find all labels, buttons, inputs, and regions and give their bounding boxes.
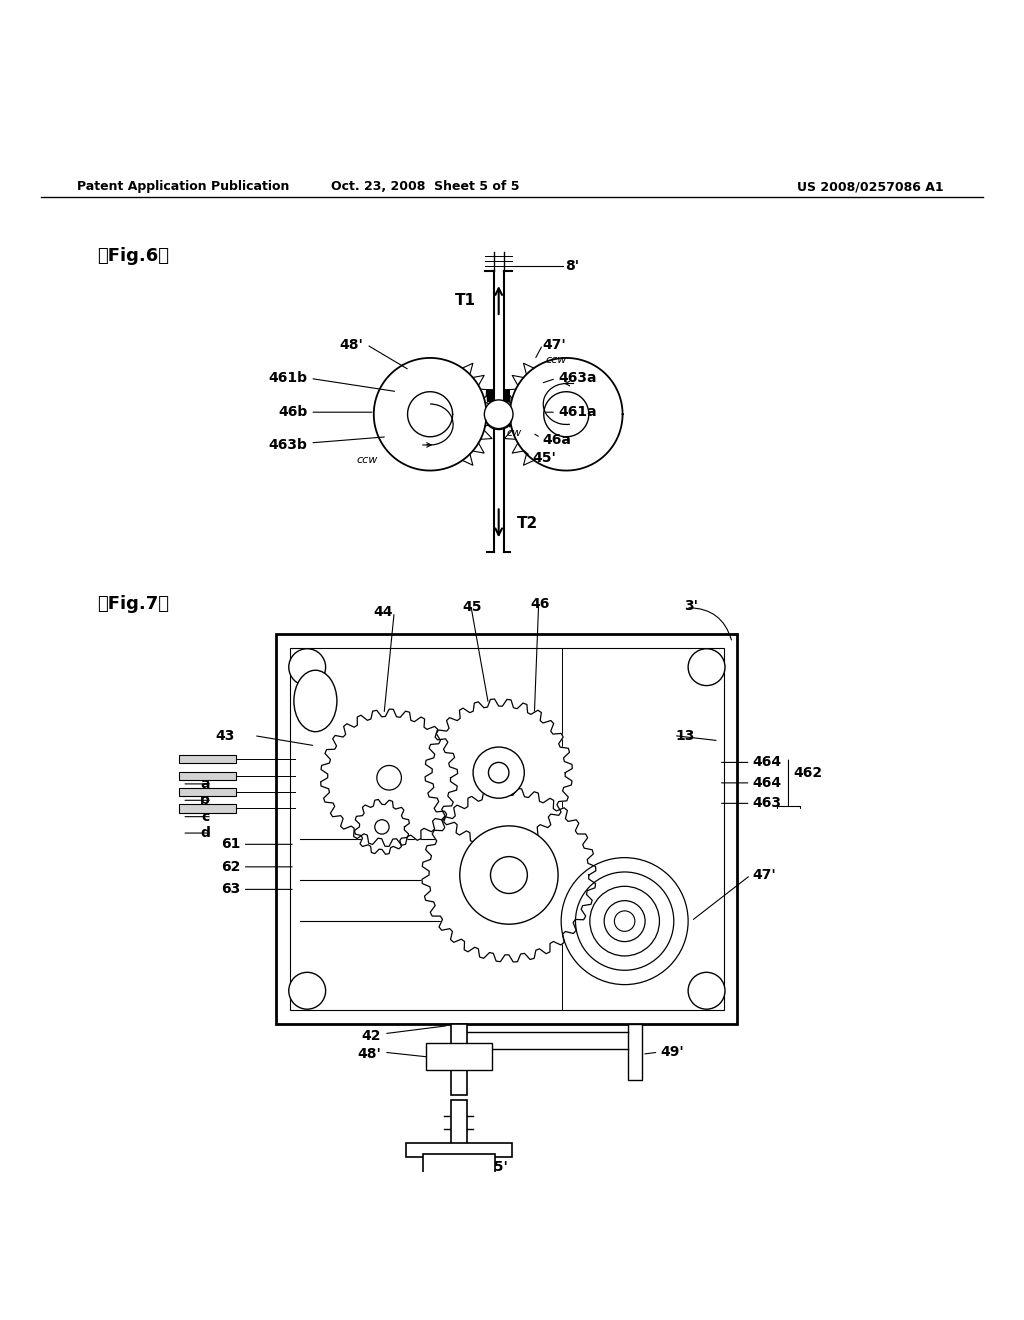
Text: T1: T1 bbox=[455, 293, 476, 308]
Text: 46b: 46b bbox=[278, 405, 307, 420]
Circle shape bbox=[480, 754, 517, 791]
Text: 463: 463 bbox=[753, 796, 781, 810]
Text: 49': 49' bbox=[660, 1045, 684, 1059]
Polygon shape bbox=[321, 709, 458, 846]
Bar bbox=[628, 1023, 642, 1080]
Bar bbox=[179, 772, 236, 780]
Text: 45: 45 bbox=[463, 599, 482, 614]
Polygon shape bbox=[425, 700, 572, 846]
Text: 44: 44 bbox=[374, 605, 393, 619]
Bar bbox=[451, 1023, 467, 1096]
Bar bbox=[406, 1143, 512, 1156]
Ellipse shape bbox=[294, 671, 337, 731]
Bar bbox=[179, 755, 236, 763]
Text: 462: 462 bbox=[794, 766, 822, 780]
Bar bbox=[276, 635, 737, 1023]
Circle shape bbox=[375, 820, 389, 834]
Text: 42: 42 bbox=[361, 1028, 381, 1043]
Text: Patent Application Publication: Patent Application Publication bbox=[77, 181, 289, 194]
Text: 46: 46 bbox=[530, 597, 550, 611]
Text: 45': 45' bbox=[532, 451, 556, 465]
Text: 63: 63 bbox=[221, 882, 241, 896]
Circle shape bbox=[490, 857, 527, 894]
Text: 48': 48' bbox=[357, 1047, 381, 1061]
Circle shape bbox=[473, 747, 524, 799]
Text: 47': 47' bbox=[753, 869, 776, 882]
Text: 【Fig.6】: 【Fig.6】 bbox=[97, 247, 169, 264]
Circle shape bbox=[460, 826, 558, 924]
Circle shape bbox=[289, 973, 326, 1010]
Text: US 2008/0257086 A1: US 2008/0257086 A1 bbox=[797, 181, 944, 194]
Polygon shape bbox=[510, 358, 623, 470]
Text: 47': 47' bbox=[543, 338, 566, 351]
Text: d: d bbox=[200, 826, 210, 840]
Bar bbox=[290, 648, 724, 1010]
Text: c: c bbox=[202, 809, 210, 824]
Circle shape bbox=[614, 911, 635, 932]
Text: 464: 464 bbox=[753, 755, 781, 770]
Polygon shape bbox=[374, 358, 486, 470]
Text: Oct. 23, 2008  Sheet 5 of 5: Oct. 23, 2008 Sheet 5 of 5 bbox=[331, 181, 519, 194]
Bar bbox=[179, 804, 236, 813]
Text: 8': 8' bbox=[565, 259, 580, 273]
Bar bbox=[179, 788, 236, 796]
Circle shape bbox=[688, 973, 725, 1010]
Text: 85': 85' bbox=[484, 1160, 508, 1173]
Circle shape bbox=[688, 648, 725, 685]
Polygon shape bbox=[354, 800, 410, 854]
Circle shape bbox=[478, 845, 540, 906]
Bar bbox=[451, 1101, 467, 1146]
Text: cw: cw bbox=[507, 428, 522, 438]
Text: 461b: 461b bbox=[268, 371, 307, 385]
Circle shape bbox=[289, 648, 326, 685]
Text: 463a: 463a bbox=[558, 371, 597, 385]
Text: 46a: 46a bbox=[543, 433, 571, 447]
Text: T2: T2 bbox=[517, 516, 539, 531]
Bar bbox=[426, 1043, 492, 1069]
Text: 3': 3' bbox=[684, 599, 698, 612]
Polygon shape bbox=[422, 788, 596, 962]
Text: 43: 43 bbox=[215, 729, 234, 743]
Text: a: a bbox=[201, 777, 210, 791]
Circle shape bbox=[377, 766, 401, 791]
Text: 61: 61 bbox=[221, 837, 241, 851]
Circle shape bbox=[484, 400, 513, 429]
Circle shape bbox=[488, 763, 509, 783]
Text: 461a: 461a bbox=[558, 405, 597, 420]
Text: 48': 48' bbox=[340, 338, 364, 351]
Text: 463b: 463b bbox=[268, 438, 307, 451]
Text: 464: 464 bbox=[753, 776, 781, 789]
Text: ccw: ccw bbox=[356, 455, 378, 466]
Text: 【Fig.7】: 【Fig.7】 bbox=[97, 595, 169, 612]
Text: ccw: ccw bbox=[546, 355, 567, 364]
Bar bbox=[423, 1154, 495, 1188]
Text: 62: 62 bbox=[221, 859, 241, 874]
Text: b: b bbox=[200, 793, 210, 808]
Text: 13: 13 bbox=[676, 729, 695, 743]
